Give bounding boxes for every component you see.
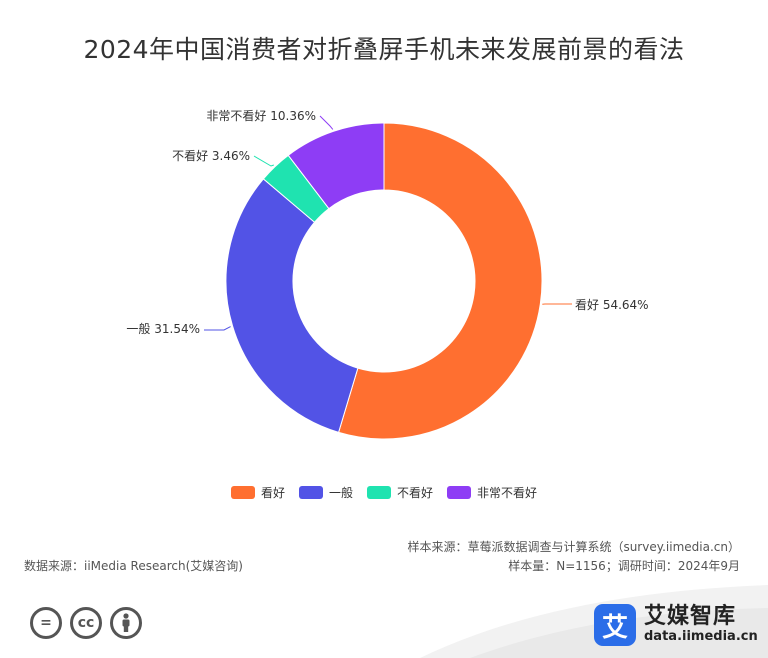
slice-yiban[interactable] [225, 178, 359, 433]
person-glyph [122, 613, 130, 632]
sample-source: 样本来源：草莓派数据调查与计算系统（survey.iimedia.cn） [407, 540, 740, 554]
legend-swatch [298, 486, 323, 499]
equals-icon: = [30, 607, 62, 639]
legend-label: 看好 [260, 486, 285, 500]
legend-swatch [230, 486, 255, 499]
label-yiban: 一般 31.54% [126, 321, 200, 336]
label-feichangbukanhao: 非常不看好 10.36% [206, 109, 316, 123]
brand-name: 艾媒智库 [644, 604, 737, 629]
chart-title: 2024年中国消费者对折叠屏手机未来发展前景的看法 [83, 35, 685, 64]
donut-chart: 看好 54.64% 一般 31.54% 不看好 3.46% 非常不看好 10.36% [126, 109, 649, 440]
slice-feichangbukanhao[interactable] [287, 122, 385, 210]
data-source: 数据来源：iiMedia Research(艾媒咨询) [24, 559, 243, 573]
brand: 艾 艾媒智库 data.iimedia.cn [594, 604, 758, 646]
leader-line [319, 115, 334, 130]
legend-label: 不看好 [397, 486, 434, 500]
legend-item-kanhao[interactable]: 看好 [230, 484, 285, 501]
chart-legend: 看好 一般 不看好 非常不看好 [0, 484, 768, 501]
leader-line [204, 326, 231, 331]
brand-logo-icon: 艾 [594, 604, 636, 646]
legend-swatch [367, 486, 391, 499]
leader-line [253, 155, 274, 167]
brand-url: data.iimedia.cn [644, 629, 758, 644]
label-kanhao: 看好 54.64% [575, 298, 649, 312]
legend-item-feichangbukanhao[interactable]: 非常不看好 [447, 484, 537, 501]
legend-item-yiban[interactable]: 一般 [298, 484, 353, 501]
sample-info: 样本量：N=1156；调研时间：2024年9月 [508, 559, 740, 573]
cc-icon: cc [70, 607, 102, 639]
label-bukanhao: 不看好 3.46% [172, 149, 250, 163]
legend-label: 一般 [328, 486, 353, 500]
legend-label: 非常不看好 [477, 486, 538, 500]
legend-swatch [447, 486, 472, 499]
slice-kanhao[interactable] [337, 122, 543, 440]
license-icons: = cc [30, 607, 142, 639]
legend-item-bukanhao[interactable]: 不看好 [367, 484, 433, 501]
person-icon [110, 607, 142, 639]
